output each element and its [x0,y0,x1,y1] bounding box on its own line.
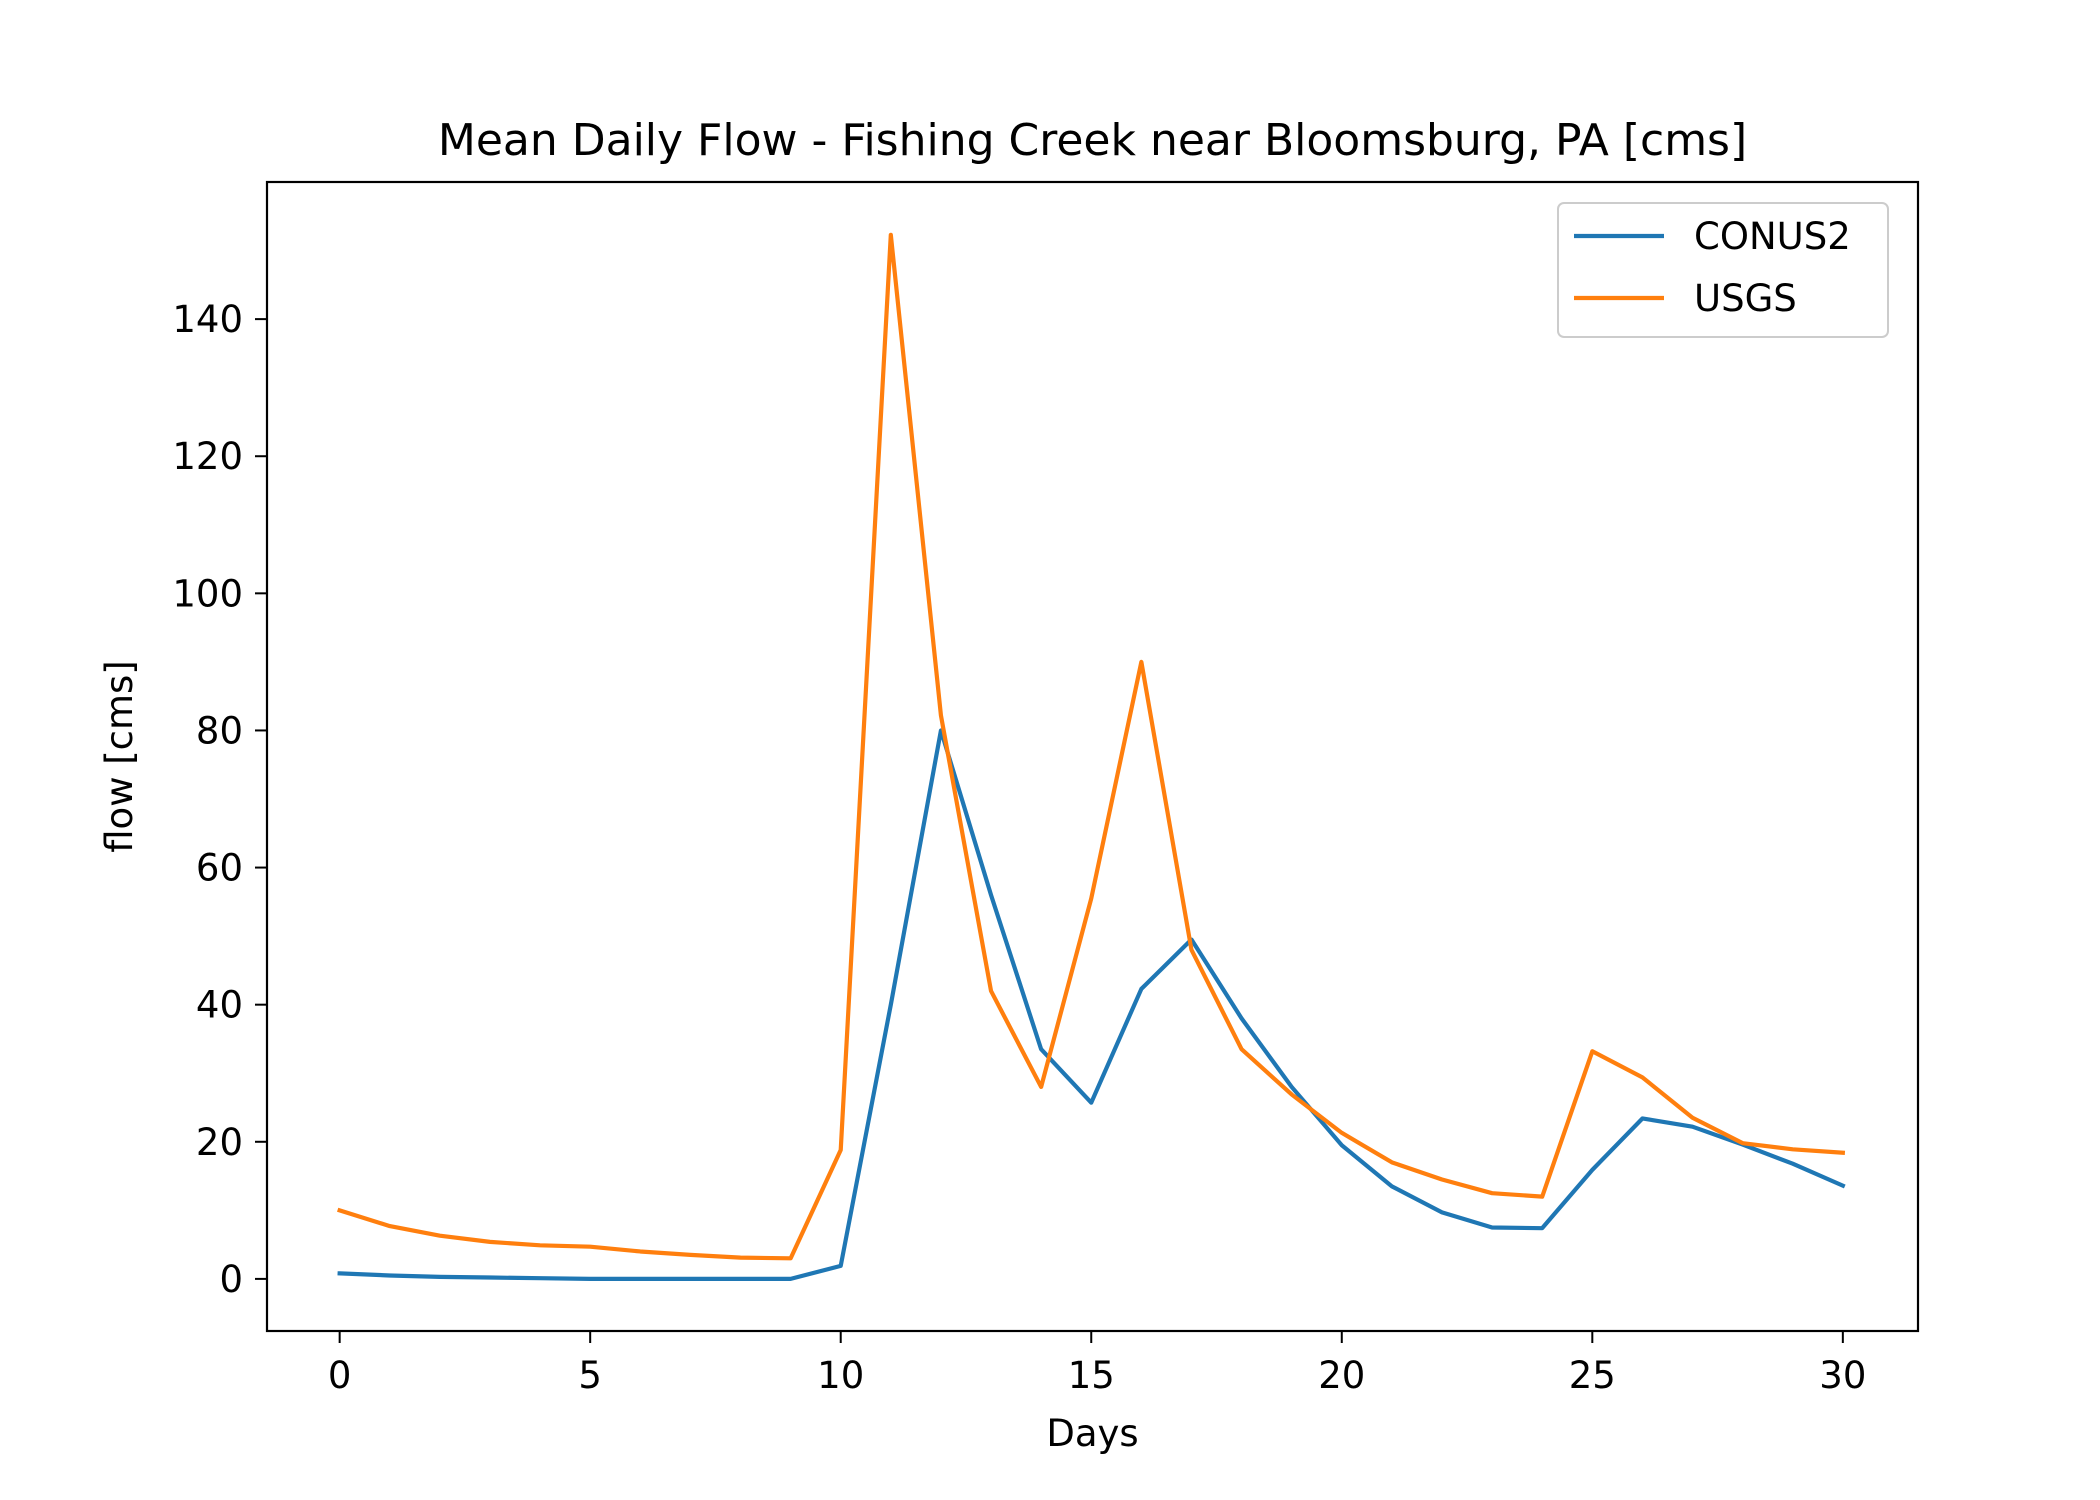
x-axis-label: Days [1046,1412,1138,1455]
y-tick-label: 140 [172,298,243,341]
x-tick-label: 30 [1819,1354,1866,1397]
x-tick-label: 5 [578,1354,602,1397]
legend-label-usgs: USGS [1694,277,1797,320]
y-tick-label: 0 [219,1258,243,1301]
x-tick-label: 10 [817,1354,864,1397]
y-tick-label: 100 [172,572,243,615]
x-tick-label: 25 [1569,1354,1616,1397]
y-tick-label: 20 [196,1121,243,1164]
y-axis-label: flow [cms] [98,660,141,853]
x-tick-label: 0 [328,1354,352,1397]
legend-label-conus2: CONUS2 [1694,215,1851,258]
y-tick-label: 80 [196,709,243,752]
y-tick-label: 40 [196,984,243,1027]
y-tick-label: 60 [196,847,243,890]
series-lines [337,232,1846,1282]
series-line-conus2 [337,728,1846,1282]
x-tick-label: 20 [1318,1354,1365,1397]
x-axis-ticks: 0 5 10 15 20 25 30 [328,1331,1866,1397]
x-tick-label: 15 [1068,1354,1115,1397]
series-line-usgs [337,232,1846,1261]
y-tick-label: 120 [172,435,243,478]
y-axis-ticks: 0 20 40 60 80 100 120 140 [172,298,267,1301]
chart-title: Mean Daily Flow - Fishing Creek near Blo… [438,115,1747,166]
plot-frame [265,180,1920,1333]
legend: CONUS2 USGS [1557,202,1889,338]
